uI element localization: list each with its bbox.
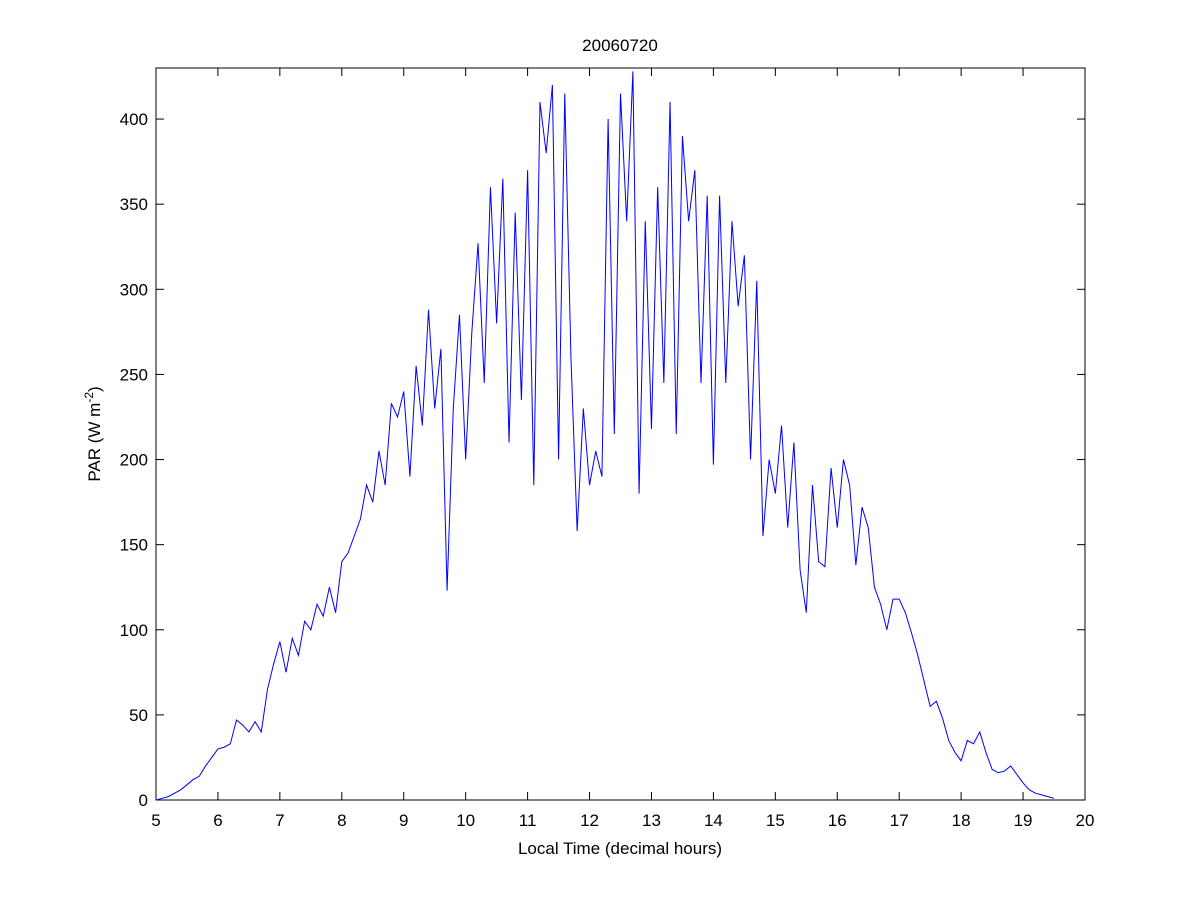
y-tick-label: 100 bbox=[120, 621, 148, 640]
y-tick-label: 300 bbox=[120, 280, 148, 299]
y-tick-label: 350 bbox=[120, 195, 148, 214]
data-line bbox=[155, 71, 1055, 801]
x-tick-label: 18 bbox=[952, 811, 971, 830]
x-tick-label: 15 bbox=[766, 811, 785, 830]
chart-title: 20060720 bbox=[582, 36, 658, 55]
y-axis-label: PAR (W m-2) bbox=[82, 386, 104, 481]
y-tick-label: 400 bbox=[120, 110, 148, 129]
x-tick-label: 6 bbox=[213, 811, 222, 830]
y-tick-label: 50 bbox=[129, 706, 148, 725]
x-tick-label: 20 bbox=[1076, 811, 1095, 830]
y-label-end: ) bbox=[85, 386, 104, 392]
x-tick-label: 8 bbox=[337, 811, 346, 830]
y-tick-label: 150 bbox=[120, 536, 148, 555]
x-tick-label: 19 bbox=[1014, 811, 1033, 830]
x-tick-label: 11 bbox=[519, 811, 537, 830]
x-axis-label: Local Time (decimal hours) bbox=[518, 839, 722, 858]
x-tick-label: 17 bbox=[890, 811, 909, 830]
y-tick-label: 250 bbox=[120, 365, 148, 384]
y-label-main: PAR (W m bbox=[85, 403, 104, 482]
y-tick-label: 0 bbox=[139, 791, 148, 810]
x-tick-label: 13 bbox=[642, 811, 661, 830]
x-tick-label: 10 bbox=[456, 811, 475, 830]
x-tick-label: 14 bbox=[704, 811, 723, 830]
x-tick-label: 9 bbox=[399, 811, 408, 830]
x-tick-label: 5 bbox=[151, 811, 160, 830]
x-tick-label: 7 bbox=[275, 811, 284, 830]
x-tick-label: 12 bbox=[580, 811, 599, 830]
x-tick-label: 16 bbox=[828, 811, 847, 830]
y-tick-label: 200 bbox=[120, 451, 148, 470]
plot-frame bbox=[155, 67, 1086, 801]
y-label-sup: -2 bbox=[82, 392, 96, 403]
